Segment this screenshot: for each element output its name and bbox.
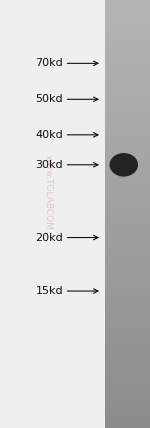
Text: 50kd: 50kd <box>35 94 63 104</box>
Ellipse shape <box>117 166 127 178</box>
Ellipse shape <box>110 153 138 177</box>
Text: 20kd: 20kd <box>35 232 63 243</box>
Text: 70kd: 70kd <box>35 58 63 68</box>
Text: 30kd: 30kd <box>35 160 63 170</box>
Text: www.TGLABCOM: www.TGLABCOM <box>44 155 52 230</box>
Text: 15kd: 15kd <box>35 286 63 296</box>
Text: 40kd: 40kd <box>35 130 63 140</box>
